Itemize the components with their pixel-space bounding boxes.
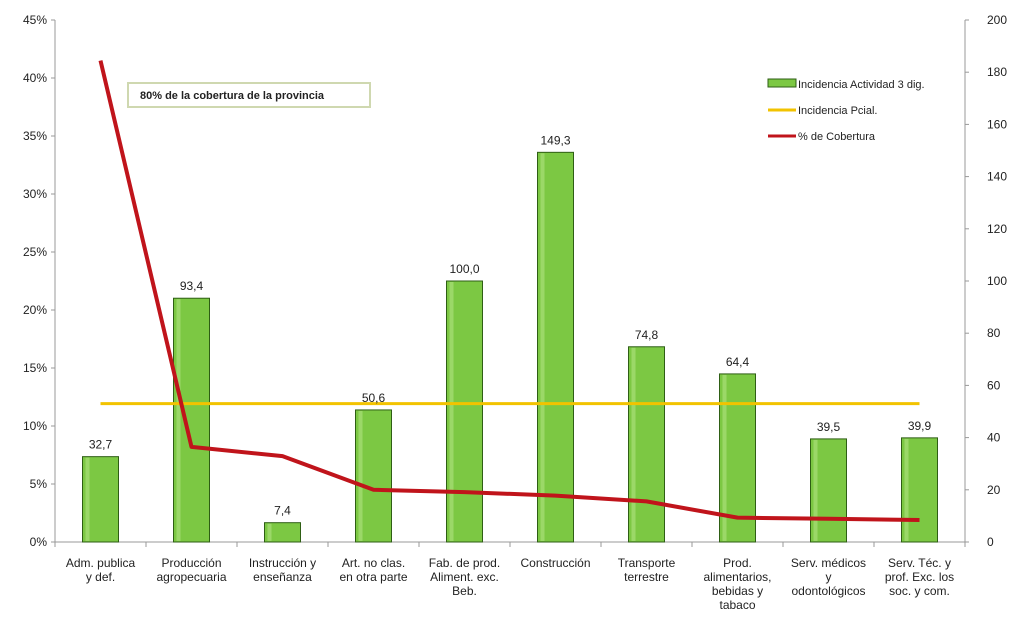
category-label: Serv. Téc. y prof. Exc. los soc. y com. [885,556,954,598]
right-tick-label: 60 [987,378,1001,392]
bar-highlight [813,439,818,541]
right-tick-label: 20 [987,483,1001,497]
right-tick-label: 0 [987,535,994,549]
legend-swatch-bar [767,78,797,88]
bar-highlight [85,457,90,541]
left-tick-label: 20% [23,303,47,317]
right-tick-label: 140 [987,170,1007,184]
category-label: Prod. alimentarios, bebidas y tabaco [703,556,771,612]
left-tick-label: 45% [23,13,47,27]
category-label: Instrucción y enseñanza [249,556,316,584]
right-tick-label: 120 [987,222,1007,236]
bar [264,522,301,543]
bar-highlight [267,523,272,541]
bar-highlight [358,410,363,541]
category-label: Serv. médicos y odontológicos [791,556,866,598]
bar-data-label: 39,5 [817,420,841,434]
left-tick-label: 35% [23,129,47,143]
right-tick-label: 160 [987,117,1007,131]
legend-label: % de Cobertura [798,131,876,143]
bar-data-label: 64,4 [726,355,750,369]
bar-data-label: 100,0 [449,262,479,276]
left-tick-label: 15% [23,361,47,375]
bar-highlight [904,438,909,541]
category-label: Transporte terrestre [618,556,676,584]
right-tick-label: 100 [987,274,1007,288]
annotation-text: 80% de la cobertura de la provincia [140,90,325,102]
bar-highlight [631,347,636,541]
bar-highlight [540,153,545,541]
right-tick-label: 200 [987,13,1007,27]
bar-highlight [449,282,454,541]
left-tick-label: 5% [30,477,48,491]
left-tick-label: 10% [23,419,47,433]
right-tick-label: 80 [987,326,1001,340]
category-label: Construcción [520,556,590,570]
legend-label: Incidencia Actividad 3 dig. [798,79,925,91]
annotation-box [127,82,371,108]
left-tick-label: 30% [23,187,47,201]
left-tick-label: 25% [23,245,47,259]
bar-highlight [176,299,181,541]
left-tick-label: 0% [30,535,48,549]
right-tick-label: 40 [987,431,1001,445]
category-label: Fab. de prod. Aliment. exc. Beb. [429,556,500,598]
bar-data-label: 32,7 [89,438,113,452]
right-tick-label: 180 [987,65,1007,79]
category-label: Adm. publica y def. [66,556,136,584]
coverage-line [98,60,920,522]
bar-data-label: 39,9 [908,419,932,433]
bar-data-label: 50,6 [362,391,386,405]
left-tick-label: 40% [23,71,47,85]
bar-data-label: 7,4 [274,504,291,518]
legend-label: Incidencia Pcial. [798,105,878,117]
bar-highlight [722,374,727,541]
category-label: Art. no clas. en otra parte [339,556,407,584]
bar-data-label: 74,8 [635,328,659,342]
category-label: Producción agropecuaria [156,556,226,584]
bar-data-label: 149,3 [540,133,570,147]
bar-data-label: 93,4 [180,279,204,293]
